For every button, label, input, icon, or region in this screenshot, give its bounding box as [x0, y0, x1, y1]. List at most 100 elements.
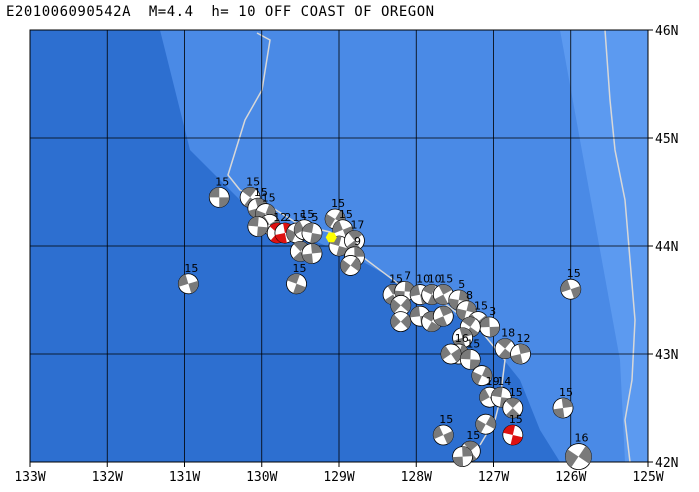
focal-mechanism: [510, 343, 531, 365]
lat-tick-label: 43N: [655, 348, 678, 363]
lon-tick-label: 128W: [401, 470, 432, 485]
beachball-quadrant: [286, 228, 297, 243]
beachball-quadrant: [489, 326, 500, 337]
beachball-quadrant: [462, 446, 473, 457]
beachball-quadrant: [310, 233, 322, 244]
event-depth-label: 12: [273, 211, 287, 224]
event-depth-label: 12: [517, 332, 531, 345]
lat-tick-label: 44N: [655, 240, 678, 255]
focal-mechanism: [432, 424, 454, 446]
event-depth-label: 9: [354, 235, 361, 248]
event-depth-label: 15: [439, 273, 453, 286]
beachball-quadrant: [438, 284, 453, 295]
beachball-quadrant: [570, 285, 581, 299]
event-depth-label: 15: [509, 386, 523, 399]
event-depth-label: 15: [331, 197, 345, 210]
beachball-quadrant: [466, 301, 477, 314]
beachball-quadrant: [348, 230, 363, 241]
beachball-quadrant: [462, 317, 477, 327]
beachball-quadrant: [350, 257, 361, 272]
event-depth-label: 15: [184, 262, 198, 275]
lon-tick-label: 131W: [169, 470, 200, 485]
beachball-quadrant: [441, 345, 452, 360]
focal-mechanism: [390, 294, 412, 316]
beachball-quadrant: [456, 308, 467, 321]
event-depth-label: 15: [339, 208, 353, 221]
beachball-quadrant: [448, 298, 459, 310]
event-depth-label: 15: [466, 429, 480, 442]
beachball-quadrant: [452, 456, 464, 467]
focal-mechanism: [301, 243, 323, 264]
beachball-quadrant: [505, 408, 520, 418]
beachball-quadrant: [475, 419, 486, 433]
event-depth-label: 5: [458, 278, 465, 291]
focal-mechanism: [390, 311, 412, 333]
beachball-quadrant: [498, 348, 513, 359]
focal-mechanism: [440, 343, 462, 365]
beachball-quadrant: [578, 445, 592, 464]
event-depth-label: 18: [501, 327, 515, 340]
focal-mechanism: [565, 443, 592, 471]
focal-mechanism: [432, 305, 454, 327]
beachball-quadrant: [459, 327, 473, 338]
event-depth-label: 16: [574, 432, 588, 445]
beachball-quadrant: [188, 280, 199, 294]
beachball-quadrant: [275, 233, 287, 244]
event-depth-label: 15: [293, 262, 307, 275]
beachball-quadrant: [310, 243, 322, 254]
event-depth-label: 2: [284, 211, 291, 224]
beachball-quadrant: [463, 441, 478, 452]
lon-tick-label: 132W: [92, 470, 123, 485]
lat-tick-label: 42N: [655, 456, 678, 471]
beachball-quadrant: [400, 297, 411, 312]
beachball-quadrant: [257, 226, 268, 237]
focal-mechanism: [452, 446, 474, 468]
event-depth-label: 3: [489, 305, 496, 318]
beachball-quadrant: [479, 317, 490, 328]
event-depth-label: 15: [254, 186, 268, 199]
focal-mechanism: [247, 216, 269, 237]
event-depth-label: 15: [439, 413, 453, 426]
beachball-quadrant: [219, 197, 230, 208]
beachball-quadrant: [443, 430, 454, 445]
beachball-quadrant: [422, 284, 436, 295]
beachball-quadrant: [479, 388, 490, 403]
lon-tick-label: 133W: [14, 470, 45, 485]
beachball-quadrant: [505, 398, 520, 408]
beachball-quadrant: [518, 344, 531, 354]
event-depth-label: 15: [559, 386, 573, 399]
focal-mechanism: [208, 186, 230, 208]
focal-mechanism: [177, 273, 199, 295]
beachball-quadrant: [565, 449, 579, 468]
beachball-quadrant: [209, 187, 220, 198]
beachball-quadrant: [485, 415, 496, 430]
epicenter-hexagon: [325, 232, 337, 243]
beachball-quadrant: [426, 321, 441, 332]
beachball-quadrant: [302, 253, 314, 264]
beachball-quadrant: [354, 246, 365, 257]
event-depth-label: 15: [509, 413, 523, 426]
beachball-quadrant: [293, 283, 306, 294]
focal-mechanism: [286, 273, 307, 295]
beachball-quadrant: [265, 204, 276, 218]
beachball-quadrant: [390, 314, 401, 329]
lon-tick-label: 127W: [478, 470, 509, 485]
beachball-quadrant: [434, 294, 448, 305]
beachball-quadrant: [294, 220, 305, 235]
lon-tick-label: 130W: [246, 470, 277, 485]
focal-mechanism: [324, 208, 346, 230]
beachball-quadrant: [332, 220, 343, 234]
event-depth-label: 15: [474, 300, 488, 313]
beachball-quadrant: [247, 216, 259, 227]
beachball-quadrant: [433, 425, 444, 440]
event-depth-label: 5: [311, 211, 318, 224]
epicenter-marker: [325, 232, 337, 243]
map-title: E201006090542A M=4.4 h= 10 OFF COAST OF …: [6, 4, 435, 20]
event-depth-label: 10: [428, 273, 442, 286]
beachball-quadrant: [458, 290, 469, 302]
beachball-quadrant: [491, 387, 503, 398]
axis-ticks: 133W 132W 131W 130W 129W 128W 127W 126W 125W 46N 4…: [14, 24, 678, 485]
event-depth-label: 14: [497, 375, 511, 388]
